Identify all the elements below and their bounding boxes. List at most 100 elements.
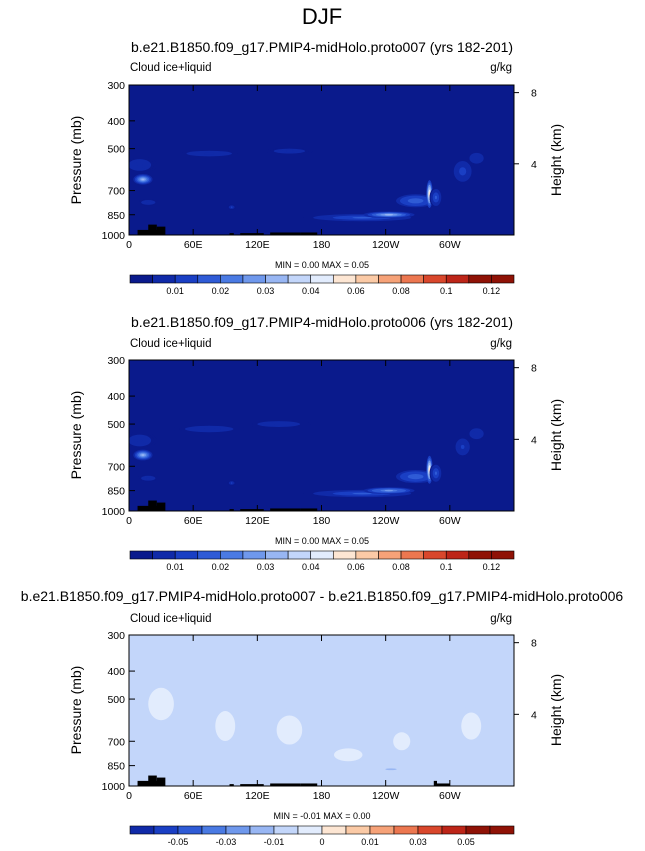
colorbar-swatch — [400, 550, 424, 560]
x-tick-label: 120W — [372, 515, 400, 527]
colorbar-swatch — [129, 550, 153, 560]
colorbar-swatch — [468, 550, 492, 560]
orography-6 — [270, 783, 301, 786]
height-tick-label: 8 — [531, 88, 537, 100]
orography-3 — [156, 777, 166, 786]
x-tick-label: 0 — [126, 515, 132, 527]
colorbar-swatch — [273, 825, 299, 835]
colorbar-label: 0.12 — [483, 562, 501, 572]
panel-3-variable-label: Cloud ice+liquid — [130, 613, 212, 625]
orography-8 — [433, 780, 437, 786]
colorbar-swatch — [197, 550, 221, 560]
x-tick-label: 60W — [439, 790, 461, 802]
panel-3-colorbar: -0.05 -0.03 -0.01 0 0.01 0.03 0.05 — [129, 825, 515, 847]
x-tick-label: 120E — [245, 790, 270, 802]
feature-2-level-6 — [136, 439, 143, 442]
colorbar-swatch — [423, 274, 447, 284]
colorbar-swatch — [287, 274, 312, 284]
y-tick-label: 500 — [107, 419, 125, 431]
colorbar-swatch — [321, 825, 347, 835]
feature-4-level-6 — [203, 152, 215, 155]
orography-9 — [437, 783, 450, 786]
panel-3-title: b.e21.B1850.f09_g17.PMIP4-midHolo.proto0… — [21, 588, 624, 604]
colorbar-swatch — [332, 550, 357, 560]
colorbar-swatch — [265, 550, 289, 560]
y-tick-label: 850 — [107, 486, 125, 498]
orography-3 — [156, 502, 166, 511]
feature-1-level-6 — [141, 178, 145, 181]
panel-2-units-label: g/kg — [490, 338, 512, 350]
colorbar-swatch — [369, 825, 395, 835]
colorbar-swatch — [220, 550, 244, 560]
colorbar-swatch — [332, 274, 357, 284]
panel-3-ylabel: Pressure (mb) — [68, 666, 84, 755]
colorbar-label: 0.12 — [483, 286, 501, 296]
panel-1-plot: 0 60E 120E 180 120W 60W 300 400 500 700 850 1000 8 4 — [102, 80, 537, 251]
panel-3-stats: MIN = -0.01 MAX = 0.00 — [273, 811, 370, 821]
colorbar-swatch — [378, 550, 402, 560]
orography-4 — [229, 233, 234, 235]
colorbar-swatch — [152, 550, 176, 560]
orography-2 — [148, 224, 157, 235]
y-tick-label: 300 — [107, 630, 125, 642]
panel-2: b.e21.B1850.f09_g17.PMIP4-midHolo.proto0… — [68, 314, 564, 572]
height-tick-label: 8 — [531, 363, 537, 375]
feature-12-level-6 — [460, 169, 465, 174]
panel-1-ylabel-right: Height (km) — [548, 124, 564, 196]
panel-2-colorbar: 0.01 0.02 0.03 0.04 0.06 0.08 0.1 0.12 — [129, 550, 515, 572]
orography-4 — [229, 784, 234, 786]
colorbar-swatch — [174, 274, 199, 284]
feature-5-level-6 — [285, 150, 294, 152]
colorbar-swatch — [417, 825, 443, 835]
orography-5 — [240, 784, 264, 786]
colorbar-swatch — [242, 274, 266, 284]
panel-1-stats: MIN = 0.00 MAX = 0.05 — [275, 260, 369, 270]
colorbar-label: 0.02 — [212, 562, 230, 572]
panel-2-title: b.e21.B1850.f09_g17.PMIP4-midHolo.proto0… — [131, 314, 513, 330]
panel-3: b.e21.B1850.f09_g17.PMIP4-midHolo.proto0… — [21, 588, 624, 847]
colorbar-swatch — [445, 274, 470, 284]
colorbar-label: 0.1 — [440, 286, 453, 296]
colorbar-swatch — [345, 825, 371, 835]
panel-1: b.e21.B1850.f09_g17.PMIP4-midHolo.proto0… — [68, 39, 564, 296]
colorbar-label: 0.08 — [392, 286, 410, 296]
colorbar-swatch — [242, 550, 266, 560]
orography-5 — [240, 509, 264, 511]
colorbar-swatch — [378, 274, 402, 284]
orography-4 — [229, 509, 234, 511]
x-tick-label: 60W — [439, 515, 461, 527]
x-tick-label: 120E — [245, 239, 270, 251]
orography-7 — [300, 508, 318, 511]
feature-13-level-6 — [474, 156, 479, 160]
height-tick-label: 4 — [531, 709, 537, 721]
feature-12-level-6 — [460, 444, 465, 450]
colorbar-label: 0.01 — [166, 286, 184, 296]
panel-1-colorbar: 0.01 0.02 0.03 0.04 0.06 0.08 0.1 0.12 — [129, 274, 515, 296]
orography-2 — [148, 775, 157, 786]
colorbar-swatch — [355, 550, 379, 560]
colorbar-label: -0.01 — [264, 837, 285, 847]
colorbar-swatch — [287, 550, 312, 560]
y-tick-label: 850 — [107, 210, 125, 222]
panel-2-plot: 0 60E 120E 180 120W 60W 300 400 500 700 850 1000 8 4 — [102, 355, 537, 527]
colorbar-swatch — [310, 550, 334, 560]
field-background — [129, 85, 514, 235]
orography-6 — [270, 508, 301, 511]
feature-5-level-6 — [273, 423, 285, 425]
feature-5-level-6 — [399, 739, 404, 744]
colorbar-swatch — [153, 825, 179, 835]
colorbar-label: 0.02 — [212, 286, 230, 296]
colorbar-label: 0.05 — [457, 837, 475, 847]
x-tick-label: 180 — [313, 790, 331, 802]
x-tick-label: 60E — [184, 239, 203, 251]
colorbar-label: 0.1 — [440, 562, 453, 572]
x-tick-label: 0 — [126, 239, 132, 251]
feature-6-level-6 — [468, 722, 474, 730]
x-tick-label: 180 — [313, 239, 331, 251]
colorbar-swatch — [297, 825, 323, 835]
colorbar-label: 0.01 — [166, 562, 184, 572]
x-tick-label: 60W — [439, 239, 461, 251]
y-tick-label: 400 — [107, 666, 125, 678]
feature-1-level-6 — [157, 699, 165, 709]
